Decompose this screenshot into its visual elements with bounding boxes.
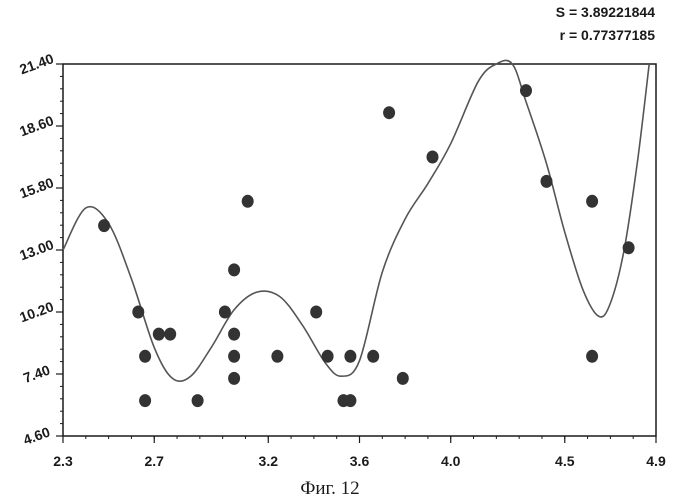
data-point (139, 394, 151, 407)
fit-curve (63, 60, 649, 381)
figure-caption: Фиг. 12 (300, 478, 359, 499)
data-point (541, 175, 553, 188)
data-point (153, 328, 165, 341)
stat-s: S = 3.89221844 (556, 4, 655, 20)
stat-r: r = 0.77377185 (560, 27, 656, 43)
data-point (139, 350, 151, 363)
x-tick-label: 4.9 (646, 453, 666, 469)
y-tick-label: 10.20 (17, 298, 56, 325)
data-point (623, 241, 635, 254)
data-point (219, 306, 231, 319)
y-tick-label: 13.00 (17, 236, 56, 263)
data-point (228, 263, 240, 276)
data-point (383, 106, 395, 119)
data-point (322, 350, 334, 363)
data-point (228, 350, 240, 363)
data-point (192, 394, 204, 407)
x-tick-label: 4.0 (441, 453, 461, 469)
data-point (586, 195, 598, 208)
data-point (228, 328, 240, 341)
data-point (242, 195, 254, 208)
y-tick-label: 18.60 (17, 112, 56, 139)
y-tick-label: 21.40 (17, 50, 56, 77)
plot-area (63, 64, 656, 436)
y-tick-label: 7.40 (21, 362, 52, 386)
y-tick-label: 4.60 (21, 424, 52, 448)
data-point (132, 306, 144, 319)
data-point (271, 350, 283, 363)
x-tick-label: 2.7 (144, 453, 164, 469)
data-point (427, 151, 439, 164)
x-tick-label: 3.6 (350, 453, 370, 469)
data-point (344, 350, 356, 363)
data-point (586, 350, 598, 363)
data-point (228, 372, 240, 385)
x-tick-label: 3.2 (259, 453, 279, 469)
data-point (164, 328, 176, 341)
x-tick-label: 4.5 (555, 453, 575, 469)
x-tick-label: 2.3 (53, 453, 73, 469)
y-tick-label: 15.80 (17, 174, 56, 201)
data-point (310, 306, 322, 319)
data-point (520, 84, 532, 97)
data-point (344, 394, 356, 407)
data-point (367, 350, 379, 363)
data-point (397, 372, 409, 385)
data-point (98, 219, 110, 232)
